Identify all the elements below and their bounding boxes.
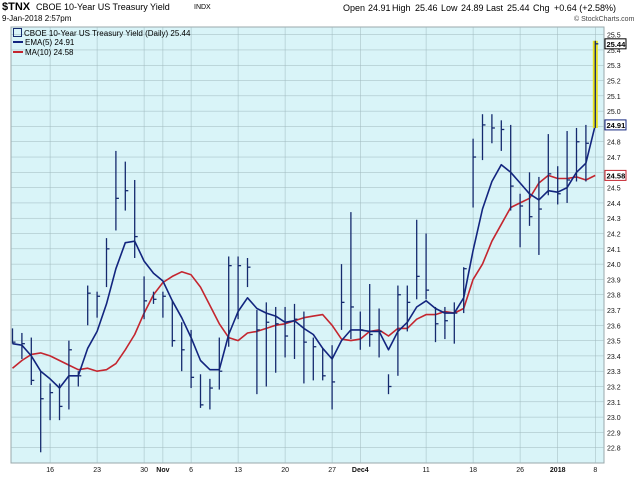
y-tick-label: 24.0 <box>607 262 621 269</box>
y-axis: 22.8 22.9 23.0 23.1 23.2 23.3 23.4 23.5 23.6 23.7… <box>607 33 621 453</box>
brand: © StockCharts.com <box>574 16 635 23</box>
open-value: 24.91 <box>368 3 391 13</box>
low-label: Low <box>441 3 458 13</box>
y-tick-label: 25.3 <box>607 63 621 70</box>
legend-ema-swatch <box>13 41 23 43</box>
x-tick-label: Nov <box>156 467 169 474</box>
chg-value: +0.64 (+2.58%) <box>554 3 617 13</box>
high-label: High <box>392 3 411 13</box>
ema-value-tag-box <box>604 119 627 131</box>
y-tick-label: 25.5 <box>607 33 621 40</box>
legend-ema-text: EMA(5) 24.91 <box>25 38 75 47</box>
x-tick-label: 30 <box>140 467 148 474</box>
y-tick-label: 24.5 <box>607 186 621 193</box>
x-tick-label: 18 <box>469 467 477 474</box>
y-tick-label: 23.5 <box>607 339 621 346</box>
x-tick-label: Dec4 <box>352 467 369 474</box>
price-bars <box>11 40 599 453</box>
y-tick-label: 25.4 <box>607 48 621 55</box>
ma-value-tag-text: 24.58 <box>607 171 626 180</box>
low-value: 24.89 <box>461 3 484 13</box>
price-value-tag-text: 25.44 <box>607 40 627 49</box>
ema-value-tag-text: 24.91 <box>607 121 626 130</box>
chart-header: $TNX CBOE 10-Year US Treasury Yield INDX… <box>0 0 640 26</box>
value-tags: 24.58 24.91 25.44 <box>604 38 627 181</box>
x-tick-label: 2018 <box>550 467 566 474</box>
ma-value-tag-box <box>604 169 627 181</box>
y-tick-label: 25.0 <box>607 109 621 116</box>
datetime: 9-Jan-2018 2:57pm <box>2 14 72 23</box>
last-value: 25.44 <box>507 3 530 13</box>
y-tick-label: 24.8 <box>607 140 621 147</box>
y-tick-label: 24.4 <box>607 201 621 208</box>
x-axis: 16 23 30 Nov 6 13 20 27 Dec4 11 18 26 2018 8 <box>46 467 597 474</box>
y-tick-label: 25.1 <box>607 94 621 101</box>
y-tick-label: 22.8 <box>607 446 621 453</box>
y-tick-label: 23.8 <box>607 293 621 300</box>
legend-price-text: CBOE 10-Year US Treasury Yield (Daily) 2… <box>24 29 191 38</box>
x-tick-label: 11 <box>422 467 429 474</box>
last-label: Last <box>486 3 504 13</box>
y-tick-label: 23.0 <box>607 415 621 422</box>
symbol: $TNX <box>2 1 31 13</box>
x-tick-label: 8 <box>593 467 597 474</box>
legend-ema: EMA(5) 24.91 <box>13 38 74 47</box>
y-tick-label: 23.2 <box>607 385 621 392</box>
x-tick-label: 23 <box>93 467 101 474</box>
y-tick-label: 23.3 <box>607 369 621 376</box>
x-tick-label: 6 <box>189 467 193 474</box>
y-tick-label: 24.1 <box>607 247 621 254</box>
legend-ma: MA(10) 24.58 <box>13 48 73 57</box>
x-tick-label: 13 <box>234 467 242 474</box>
y-tick-label: 23.4 <box>607 354 621 361</box>
grid <box>11 27 604 463</box>
security-name: CBOE 10-Year US Treasury Yield <box>36 2 170 12</box>
x-tick-label: 16 <box>46 467 54 474</box>
legend-price-swatch <box>13 28 22 37</box>
y-tick-label: 23.1 <box>607 400 621 407</box>
x-tick-label: 27 <box>328 467 336 474</box>
chg-label: Chg <box>533 3 550 13</box>
legend-ma-swatch <box>13 51 23 53</box>
y-tick-label: 23.9 <box>607 277 621 284</box>
price-value-tag-box <box>604 38 627 50</box>
y-tick-label: 23.6 <box>607 323 621 330</box>
y-tick-label: 23.7 <box>607 308 621 315</box>
high-value: 25.46 <box>415 3 438 13</box>
y-tick-label: 24.2 <box>607 232 621 239</box>
legend-price: CBOE 10-Year US Treasury Yield (Daily) 2… <box>13 28 190 38</box>
open-label: Open <box>343 3 366 13</box>
y-tick-label: 22.9 <box>607 430 621 437</box>
y-tick-label: 24.7 <box>607 155 621 162</box>
x-tick-label: 26 <box>516 467 524 474</box>
exchange: INDX <box>194 4 211 11</box>
plot-area <box>10 26 605 464</box>
y-tick-label: 25.2 <box>607 79 621 86</box>
x-tick-label: 20 <box>281 467 289 474</box>
legend-ma-text: MA(10) 24.58 <box>25 48 74 57</box>
y-tick-label: 24.3 <box>607 216 621 223</box>
